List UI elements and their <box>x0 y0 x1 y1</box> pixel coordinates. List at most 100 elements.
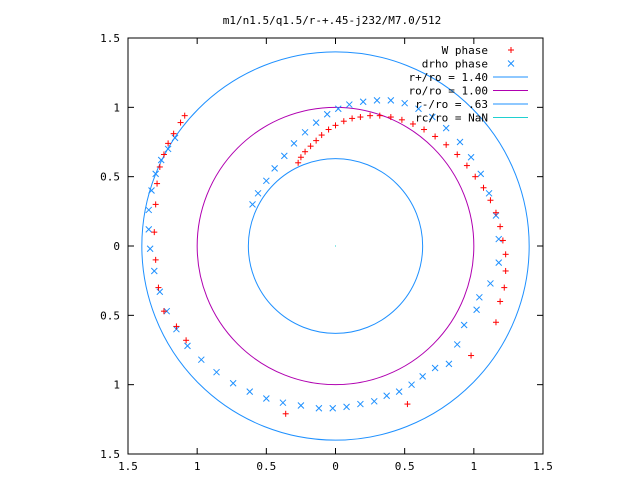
drho-phase-point <box>164 145 172 153</box>
drho-phase-point <box>152 170 160 178</box>
drho-phase-point <box>460 321 468 329</box>
drho-phase-point <box>419 372 427 380</box>
w-phase-point <box>421 126 428 133</box>
drho-phase-point <box>383 392 391 400</box>
w-phase-point <box>499 237 506 244</box>
drho-phase-point <box>415 105 422 113</box>
center-point <box>335 245 336 247</box>
x-tick-label: 1.5 <box>118 460 138 473</box>
w-phase-point <box>497 223 504 230</box>
drho-phase-point <box>370 397 378 405</box>
w-phase-point <box>156 163 163 170</box>
drho-phase-point <box>262 395 270 402</box>
drho-phase-point <box>428 113 436 121</box>
legend-label: r+/ro = 1.40 <box>409 71 488 84</box>
drho-phase-point <box>485 189 493 197</box>
drho-phase-point <box>445 360 453 368</box>
drho-phase-point <box>271 164 278 172</box>
drho-phase-point <box>373 97 381 104</box>
drho-phase-point <box>145 206 153 214</box>
drho-phase-point <box>408 381 415 389</box>
drho-phase-point <box>477 170 485 178</box>
w-phase-point <box>170 130 177 137</box>
drho-phase-point <box>401 99 409 107</box>
drho-phase-point <box>184 342 191 350</box>
w-phase-point <box>454 151 461 158</box>
legend-label: r-/ro = .63 <box>415 98 488 111</box>
y-tick-label: 0 <box>113 240 120 253</box>
w-phase-point <box>152 256 159 263</box>
w-phase-point <box>160 151 167 158</box>
legend-label: drho phase <box>422 58 488 71</box>
y-tick-label: 1.5 <box>100 32 120 45</box>
drho-phase-point <box>495 259 503 266</box>
drho-phase-point <box>297 402 305 409</box>
w-phase-point <box>154 180 161 187</box>
w-phase-point <box>409 120 416 127</box>
drho-phase-point <box>279 399 287 407</box>
legend-label: rc/ro = NaN <box>415 112 488 125</box>
w-phase-point <box>357 114 364 121</box>
axis-ticks: 1.5 1 0.5 0 0.5 1 1.51.510.500.511.5 <box>100 32 553 473</box>
series-points <box>145 97 509 417</box>
drho-phase-point <box>357 400 364 408</box>
drho-phase-point <box>146 245 154 253</box>
w-phase-point <box>183 337 190 344</box>
x-tick-label: 1 <box>194 460 201 473</box>
drho-phase-point <box>249 201 256 208</box>
legend-label: ro/ro = 1.00 <box>409 85 488 98</box>
drho-phase-point <box>312 119 320 126</box>
x-tick-label: 1.5 <box>533 460 553 473</box>
w-phase-point <box>282 410 289 417</box>
drho-phase-point <box>290 140 298 147</box>
w-phase-point <box>376 112 383 119</box>
w-phase-point <box>463 162 470 169</box>
drho-phase-point <box>442 124 450 132</box>
drho-phase-point <box>280 152 288 160</box>
drho-phase-point <box>171 134 179 142</box>
x-tick-label: 0.5 <box>256 460 276 473</box>
reference-circle <box>247 158 424 334</box>
drho-phase-point <box>262 177 270 185</box>
y-tick-label: 1 <box>113 379 120 392</box>
drho-phase-point <box>387 97 395 104</box>
w-phase-point <box>295 159 302 166</box>
drho-phase-point <box>254 189 262 197</box>
drho-phase-point <box>473 306 480 314</box>
drho-phase-point <box>487 280 494 287</box>
w-phase-point <box>387 114 394 121</box>
w-phase-point <box>155 284 162 291</box>
w-phase-point <box>443 141 450 148</box>
w-phase-point <box>398 116 405 123</box>
drho-phase-point <box>456 138 464 146</box>
drho-phase-point <box>156 288 164 296</box>
drho-phase-point <box>213 368 220 376</box>
reference-circle <box>141 51 530 441</box>
w-phase-point <box>492 209 499 216</box>
w-phase-point <box>297 154 304 161</box>
y-tick-label: 1.5 <box>100 448 120 461</box>
w-phase-point <box>367 112 374 119</box>
drho-phase-point <box>229 379 237 387</box>
w-phase-point <box>472 173 479 180</box>
w-phase-point <box>404 401 411 408</box>
w-phase-point <box>340 118 347 125</box>
chart-title: m1/n1.5/q1.5/r-+.45-j232/M7.0/512 <box>223 14 442 27</box>
w-phase-point <box>492 319 499 326</box>
drho-phase-point <box>148 187 155 194</box>
drho-phase-point <box>431 364 439 372</box>
w-phase-point <box>487 197 494 204</box>
legend-label: W phase <box>442 44 488 57</box>
x-tick-label: 0.5 <box>395 460 415 473</box>
drho-phase-point <box>150 267 158 275</box>
drho-phase-point <box>467 153 475 161</box>
drho-phase-point <box>334 105 342 113</box>
w-phase-point <box>318 132 325 139</box>
w-phase-point <box>152 201 159 208</box>
w-phase-point <box>501 284 508 291</box>
drho-phase-point <box>315 404 323 412</box>
drho-phase-point <box>157 156 165 164</box>
w-phase-point <box>432 133 439 140</box>
w-phase-point <box>502 267 509 274</box>
